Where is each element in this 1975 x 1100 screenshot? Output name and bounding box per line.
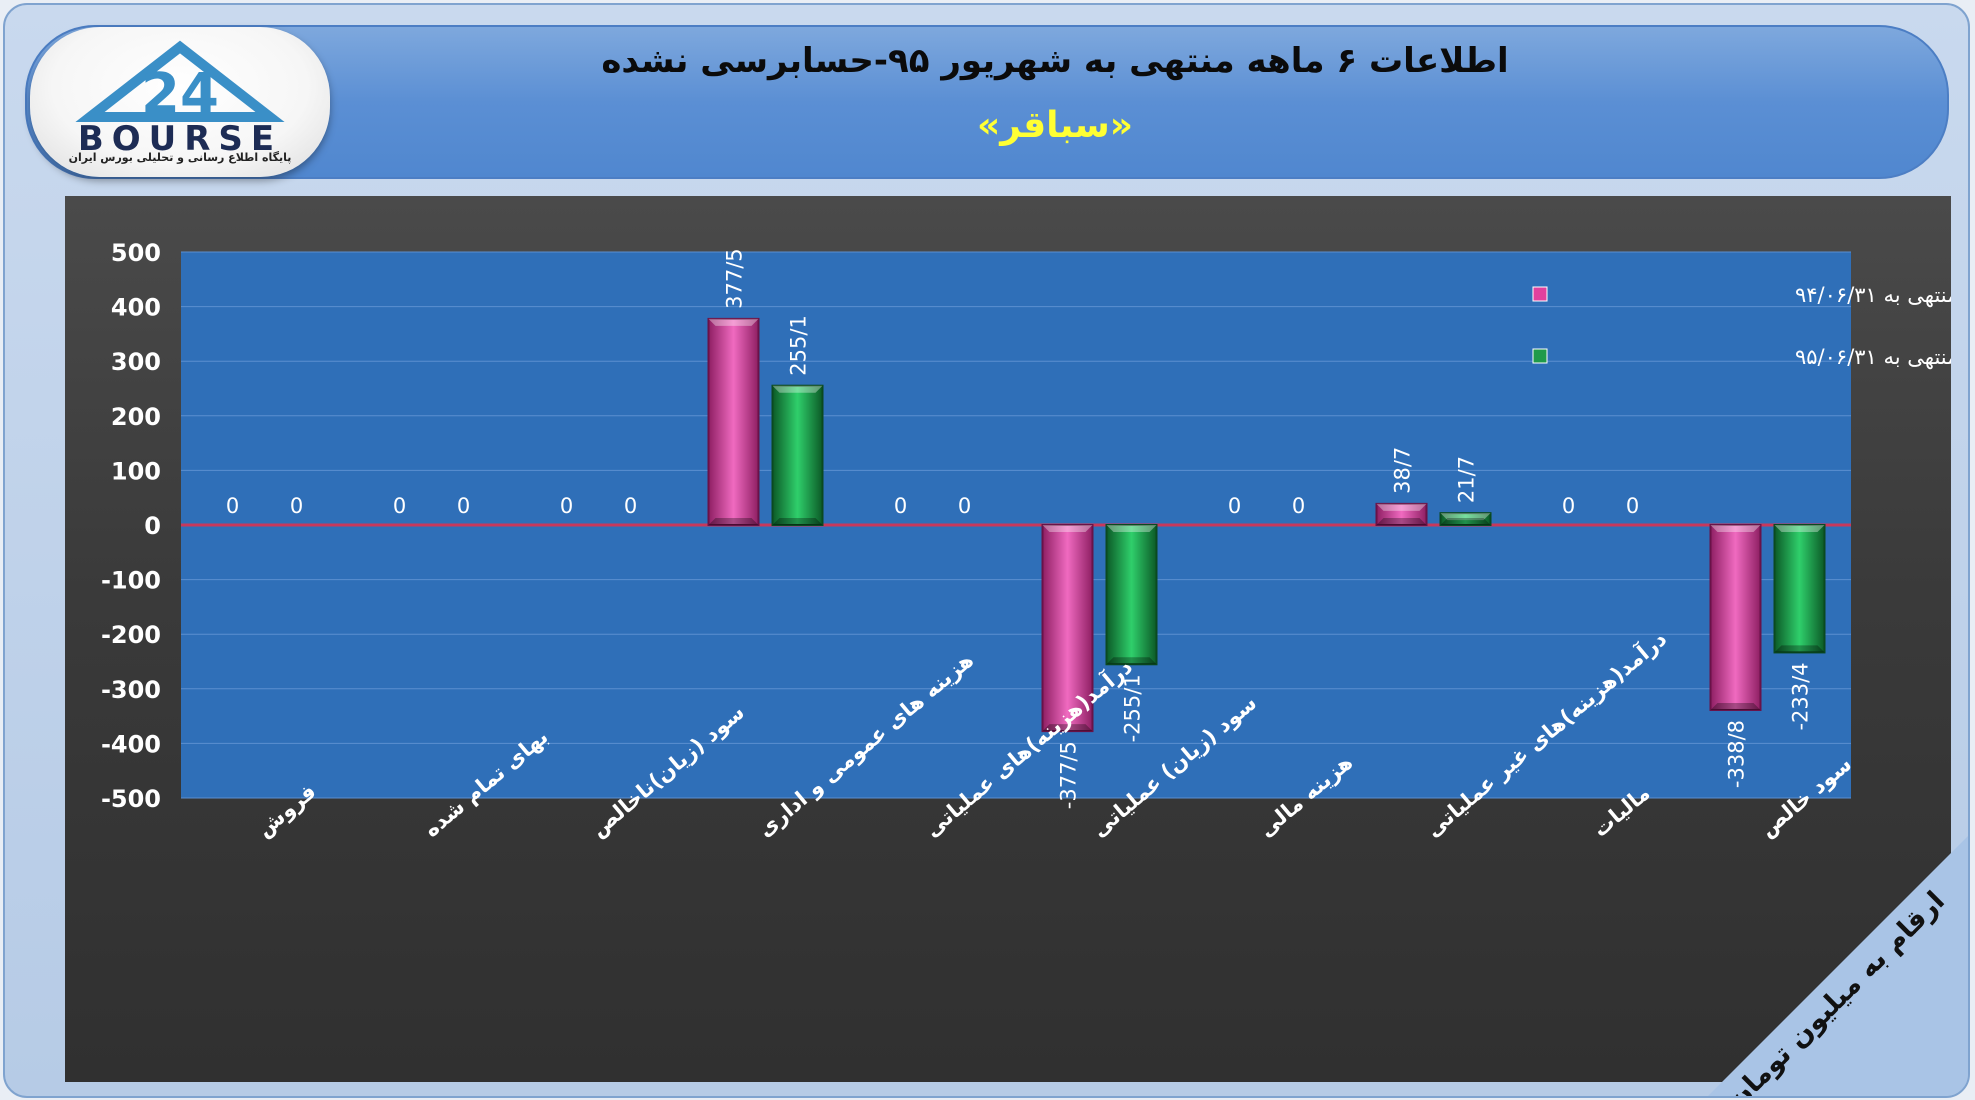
bar xyxy=(1439,512,1492,526)
bar xyxy=(1105,524,1158,666)
y-tick-label: -200 xyxy=(101,621,161,649)
data-label: 0 xyxy=(457,494,470,518)
legend-label: عملکرد منتهی به ۹۴/۰۶/۳۱ xyxy=(1795,283,1951,307)
data-label: 0 xyxy=(1626,494,1639,518)
data-label: 0 xyxy=(226,494,239,518)
chart-panel: 500 400 300 200 100 0 -100 -200 -300 -400 -500 0 0 0… xyxy=(65,196,1951,1082)
data-label: -338/8 xyxy=(1725,720,1749,788)
bar-bevel-top xyxy=(1774,525,1825,532)
data-label: 0 xyxy=(290,494,303,518)
y-tick-label: 400 xyxy=(111,294,161,322)
bar-bevel-bottom xyxy=(1042,724,1093,732)
data-label: 0 xyxy=(958,494,971,518)
bar-bevel-top xyxy=(1710,525,1761,532)
data-label: 255/1 xyxy=(787,315,811,376)
logo-tagline: پایگاه اطلاع رسانی و تحلیلی بورس ایران xyxy=(68,151,292,164)
bar xyxy=(707,317,760,527)
y-tick-label: 0 xyxy=(144,512,161,540)
y-tick-label: 200 xyxy=(111,403,161,431)
bar-bevel-bottom xyxy=(1710,702,1761,710)
bourse24-logo: 24 BOURSE پایگاه اطلاع رسانی و تحلیلی بو… xyxy=(30,27,330,177)
header-band xyxy=(25,25,1949,179)
bar-bevel-bottom xyxy=(1376,518,1427,525)
bar xyxy=(1375,502,1428,527)
bar-bevel-bottom xyxy=(772,518,823,525)
legend-label: عملکرد منتهی به ۹۵/۰۶/۳۱ xyxy=(1795,345,1951,369)
bar-bevel-top xyxy=(1376,503,1427,511)
y-tick-label: -300 xyxy=(101,676,161,704)
bar-bevel-bottom xyxy=(1440,518,1491,525)
logo-mark-text: 24 xyxy=(141,62,219,127)
data-label: 0 xyxy=(393,494,406,518)
data-label: 0 xyxy=(894,494,907,518)
data-label: 0 xyxy=(560,494,573,518)
data-label: 21/7 xyxy=(1455,456,1479,503)
bar-bevel-top xyxy=(1106,525,1157,532)
units-corner: ارقام به میلیون تومان xyxy=(1708,836,1968,1096)
legend-swatch xyxy=(1532,348,1548,364)
y-tick-label: 300 xyxy=(111,348,161,376)
units-corner-shape xyxy=(1708,836,1968,1096)
logo-mark-icon: 24 xyxy=(75,40,285,127)
data-label: 0 xyxy=(1228,494,1241,518)
bar xyxy=(1773,524,1826,654)
bar-bevel-top xyxy=(1440,513,1491,521)
slide-frame: اطلاعات ۶ ماهه منتهی به شهریور ۹۵-حسابرس… xyxy=(3,3,1970,1098)
bar-chart: 500 400 300 200 100 0 -100 -200 -300 -400 -500 0 0 0… xyxy=(101,239,1951,842)
bar-bevel-top xyxy=(1042,525,1093,532)
bar xyxy=(1041,524,1094,733)
logo-text: BOURSE xyxy=(77,119,283,159)
y-tick-label: 100 xyxy=(111,457,161,485)
data-label: -255/1 xyxy=(1121,674,1145,742)
y-tick-label: -100 xyxy=(101,567,161,595)
data-label: 0 xyxy=(1292,494,1305,518)
bar xyxy=(1709,524,1762,711)
data-label: 38/7 xyxy=(1391,447,1415,494)
y-tick-label: 500 xyxy=(111,239,161,267)
data-label: 0 xyxy=(624,494,637,518)
bar-bevel-bottom xyxy=(1106,657,1157,665)
bar-bevel-top xyxy=(772,385,823,393)
bar-bevel-bottom xyxy=(708,518,759,525)
page-title: اطلاعات ۶ ماهه منتهی به شهریور ۹۵-حسابرس… xyxy=(601,41,1509,81)
data-label: 0 xyxy=(1562,494,1575,518)
company-subtitle: «سباقر» xyxy=(976,105,1134,146)
data-label: -233/4 xyxy=(1789,662,1813,730)
data-label: 377/5 xyxy=(723,248,747,309)
bar-bevel-top xyxy=(708,318,759,326)
y-tick-label: -400 xyxy=(101,730,161,758)
bar xyxy=(771,384,824,526)
bar-bevel-bottom xyxy=(1774,645,1825,653)
legend-swatch xyxy=(1532,286,1548,302)
y-tick-label: -500 xyxy=(101,785,161,813)
data-label: -377/5 xyxy=(1057,741,1081,809)
